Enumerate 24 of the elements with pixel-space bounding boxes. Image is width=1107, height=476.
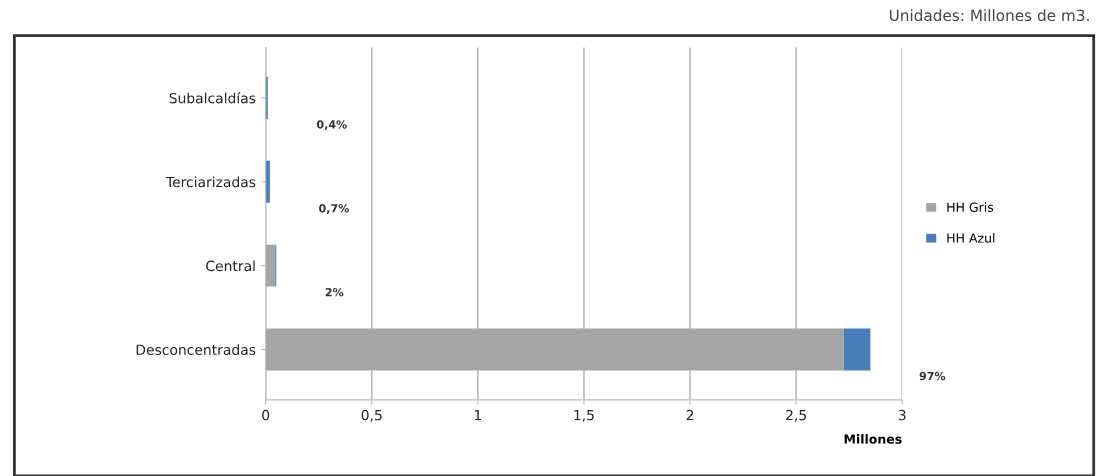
y-tick-label: Subalcaldías [169, 92, 256, 104]
bar [265, 244, 276, 287]
annotation: 2% [325, 287, 344, 297]
legend-label: HH Gris [947, 202, 994, 212]
y-tick-label: Terciarizadas [165, 176, 256, 188]
legend-label: HH Azul [947, 233, 995, 243]
bar [265, 76, 268, 119]
x-tick-label: 2 [686, 409, 694, 421]
x-axis-title: Millones [844, 434, 902, 444]
y-tick-label: Desconcentradas [136, 344, 256, 355]
x-tick-label: 3 [898, 409, 906, 421]
annotation: 0,4% [316, 120, 347, 131]
x-tick-label: 1,5 [574, 409, 594, 422]
text: 97% [919, 371, 946, 381]
bar [265, 328, 844, 371]
text: Unidades: Millones de m3. [889, 9, 1089, 22]
bar [265, 160, 270, 203]
x-tick-label: 0 [262, 409, 270, 421]
bar [843, 328, 871, 371]
annotation: 0,7% [319, 204, 349, 214]
x-tick-label: 1 [474, 409, 481, 421]
x-tick-label: 2,5 [786, 409, 806, 422]
y-tick-label: Central [206, 260, 255, 272]
x-tick-label: 0,5 [361, 409, 382, 422]
